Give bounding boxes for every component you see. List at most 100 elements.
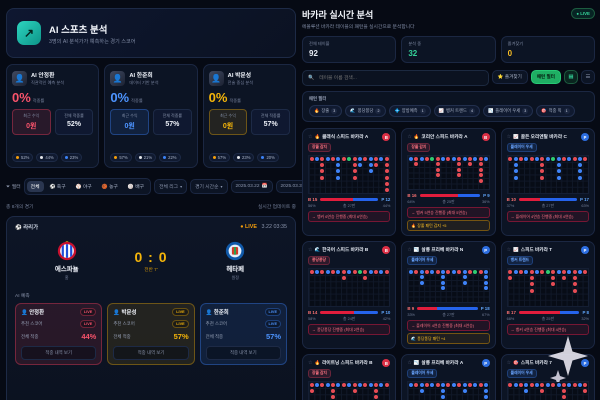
pattern-chip[interactable]: 🔥 장줄 3 — [309, 105, 343, 117]
pattern-tag: 플레이어 우세 — [506, 143, 537, 152]
banker-player-bar — [419, 194, 481, 197]
page-title: AI 스포츠 분석 — [49, 24, 108, 36]
baccarat-table-card[interactable]: ☆ 📉 살롱 프리베 바카라 A P 플레이어 우세 B 8 P 17 32% … — [401, 354, 496, 400]
roadmap-dot-banker — [540, 383, 545, 388]
sport-filter-chip[interactable]: 🏐 배구 — [127, 185, 145, 190]
pattern-chip-count: 3 — [522, 108, 529, 114]
last-result-badge: B — [382, 359, 391, 367]
analyst-top: 👤 AI 박문성 전술 중심 분석 — [208, 70, 290, 86]
baccarat-table-card[interactable]: ☆ 🔥 코리안 스피드 바카라 A B 장줄 감지 B 16 P 9 64% 총… — [401, 128, 496, 236]
roadmap-dot-player — [347, 270, 352, 275]
favorites-button[interactable]: ⭐ 즐겨찾기 — [491, 70, 528, 84]
total-rounds: 총 25판 — [442, 200, 455, 204]
stat-value: 92 — [309, 49, 318, 58]
pattern-chip[interactable]: 💠 양방예측 1 — [389, 105, 431, 117]
pattern-tag: 퐁당퐁당 — [308, 256, 330, 265]
banker-percent: 68% — [506, 317, 515, 321]
analyst-card[interactable]: 👤 AI 박문성 전술 중심 분석 0% 적중률 최근 수익 0원 전체 적중률 5… — [202, 64, 296, 168]
roadmap-dot-player — [483, 286, 488, 291]
list-view-icon[interactable]: ☰ — [581, 70, 595, 84]
baccarat-table-card[interactable]: ☆ 📈 스피드 바카라 T P 뱅커 트렌드 B 17 P 8 68% 총 25… — [500, 241, 595, 349]
match-card-header: ⚽ 라리가 ● LIVE 3.22 03:35 — [15, 223, 287, 231]
pattern-filter-button[interactable]: 패턴 필터 — [530, 70, 561, 84]
analyst-role: 직관적인 예측 분석 — [31, 80, 65, 85]
roadmap-dot-banker — [414, 162, 419, 167]
sport-filter-chip[interactable]: ⚾ 야구 — [75, 185, 92, 190]
search-input[interactable] — [317, 74, 483, 82]
pattern-chip-count: 3 — [331, 108, 338, 114]
live-pill: LIVE — [79, 308, 97, 316]
table-search[interactable]: 🔍 — [302, 70, 489, 86]
baccarat-table-card[interactable]: ☆ 🎯 스피드 바카라 7 P 플레이어 우세 B 12 P 11 52% 총 … — [500, 354, 595, 400]
date-input[interactable]: 2025.03.22 📅 — [230, 180, 273, 193]
roadmap-dot-banker — [508, 276, 513, 281]
baccarat-table-card[interactable]: ☆ 🔥 클래식 스피드 바카라 A B 장줄 감지 B 15 P 12 56% … — [302, 128, 397, 236]
filter-select[interactable]: 경기 시간순 ▾ — [190, 179, 228, 194]
analyst-names: AI 박문성 전술 중심 분석 — [228, 70, 253, 86]
pattern-chip[interactable]: 📉 플레이어 우세 3 — [482, 105, 534, 117]
prediction-history-button[interactable]: 적중 내역 보기 — [21, 346, 97, 360]
favorite-star-icon[interactable]: ☆ — [407, 360, 412, 366]
analyst-card[interactable]: 👤 AI 한준희 데이터 기반 분석 0% 적중률 최근 수익 0원 전체 적중률… — [104, 64, 198, 168]
banker-player-bar — [320, 198, 379, 201]
roadmap-dot-player — [462, 389, 467, 394]
away-team-name: 헤타페 — [226, 266, 245, 273]
roadmap-dot-banker — [384, 383, 389, 388]
roadmap-dot-banker — [561, 389, 566, 394]
roadmap-dot-banker — [478, 173, 483, 178]
favorite-star-icon[interactable]: ☆ — [308, 247, 313, 253]
pattern-chip[interactable]: 📈 뱅커 트렌드 4 — [433, 105, 480, 117]
pattern-chip[interactable]: 🌊 퐁당퐁당 2 — [345, 105, 387, 117]
roadmap-dot-player — [419, 389, 424, 394]
roadmap-dot-player — [368, 163, 373, 168]
roadmap-dot-player — [545, 383, 550, 388]
filter-select[interactable]: 전체 리그 ▾ — [154, 179, 188, 194]
roadmap-dot-banker — [373, 389, 378, 394]
roadmap-dot-banker — [435, 167, 440, 172]
favorite-star-icon[interactable]: ☆ — [506, 247, 512, 253]
roadmap-dot-player — [567, 383, 572, 388]
favorite-star-icon[interactable]: ☆ — [407, 247, 412, 253]
pattern-chip[interactable]: 🎯 적중 픽 1 — [536, 105, 575, 117]
chart-up-icon: ↗ — [17, 21, 41, 45]
roadmap-dot-player — [441, 395, 446, 400]
total-rounds: 총 27판 — [541, 204, 554, 208]
prediction-history-button[interactable]: 적중 내역 보기 — [205, 346, 281, 360]
baccarat-table-card[interactable]: ☆ 🔥 라이트닝 스피드 바카라 B B 장줄 감지 B 14 P 9 61% … — [302, 354, 397, 400]
match-card[interactable]: ⚽ 라리가 ● LIVE 3.22 03:35 — [6, 216, 296, 400]
favorite-star-icon[interactable]: ☆ — [407, 134, 412, 140]
favorite-star-icon[interactable]: ☆ — [308, 134, 313, 140]
sport-filter-chip[interactable]: 🏀 농구 — [101, 185, 118, 190]
grid-view-icon[interactable]: ▦ — [564, 70, 578, 84]
analyst-role: 데이터 기반 분석 — [129, 80, 159, 85]
favorite-star-icon[interactable]: ☆ — [506, 134, 512, 140]
analyst-role: 전술 중심 분석 — [227, 80, 254, 85]
roadmap-dot-player — [535, 270, 540, 275]
favorite-star-icon[interactable]: ☆ — [308, 360, 313, 366]
roadmap-dot-banker — [331, 157, 336, 162]
baccarat-table-card[interactable]: ☆ 🌊 한국어 스피드 바카라 B B 퐁당퐁당 B 14 P 10 58% 총… — [302, 241, 397, 349]
sport-filter-chip[interactable]: 전체 — [26, 181, 44, 192]
accuracy-value: 57% — [265, 332, 281, 341]
favorite-star-icon[interactable]: ☆ — [506, 360, 512, 366]
prediction-history-button[interactable]: 적중 내역 보기 — [113, 346, 189, 360]
rate-label: 적중률 — [131, 98, 143, 103]
pattern-chip-icon: 🎯 — [541, 108, 547, 113]
baccarat-table-card[interactable]: ☆ 📉 살롱 프리베 바카라 N P 플레이어 우세 B 9 P 18 33% … — [401, 241, 496, 349]
total-rounds: 총 27판 — [343, 204, 356, 208]
prediction-row-label: 추천 스코어 — [21, 321, 43, 326]
baccarat-table-card[interactable]: ☆ 📈 골든 오리엔탈 바카라 C P 플레이어 우세 B 10 P 17 37… — [500, 128, 595, 236]
table-title: 살롱 프리베 바카라 N — [421, 247, 464, 252]
roadmap-dot-banker — [540, 163, 545, 168]
analyst-card[interactable]: 👤 AI 안정환 직관적인 예측 분석 0% 적중률 최근 수익 0원 전체 적중… — [6, 64, 100, 168]
pattern-chip-count: 2 — [375, 108, 382, 114]
recent-profit-box: 최근 수익 0원 — [208, 109, 248, 135]
roadmap-dot-player — [556, 175, 561, 180]
total-rounds: 총 25판 — [541, 317, 554, 321]
sport-filter-chip[interactable]: ⚽ 축구 — [49, 185, 66, 190]
roadmap-dot-banker — [478, 269, 483, 274]
roadmap-dot-banker — [572, 157, 577, 162]
match-time-block: ● LIVE 3.22 03:35 — [240, 224, 287, 230]
pattern-chip-count: 1 — [419, 108, 426, 114]
prediction-box: 👤 박문성 LIVE 추천 스코어 LIVE 전체 적중 57% 적중 내역 보… — [107, 303, 195, 365]
